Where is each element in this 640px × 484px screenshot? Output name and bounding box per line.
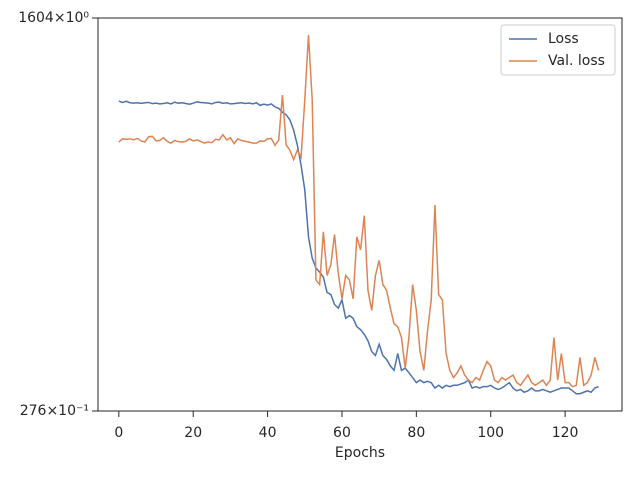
y-tick-label: 276×10⁻¹ bbox=[20, 403, 89, 419]
x-tick-label: 60 bbox=[333, 425, 351, 441]
legend: Loss Val. loss bbox=[500, 24, 616, 76]
x-axis-label: Epochs bbox=[335, 445, 385, 461]
plot-frame bbox=[97, 17, 623, 412]
x-tick-label: 120 bbox=[552, 425, 579, 441]
x-tick-label: 40 bbox=[259, 425, 277, 441]
series-line bbox=[118, 35, 600, 388]
legend-label: Loss bbox=[548, 31, 579, 47]
x-tick-label: 0 bbox=[114, 425, 123, 441]
legend-box bbox=[500, 24, 616, 76]
y-tick-label: 1604×10⁰ bbox=[18, 10, 89, 26]
x-tick-label: 80 bbox=[407, 425, 425, 441]
x-tick-label: 100 bbox=[477, 425, 504, 441]
x-tick-label: 20 bbox=[184, 425, 202, 441]
legend-label: Val. loss bbox=[548, 53, 605, 69]
series-line bbox=[118, 100, 599, 395]
